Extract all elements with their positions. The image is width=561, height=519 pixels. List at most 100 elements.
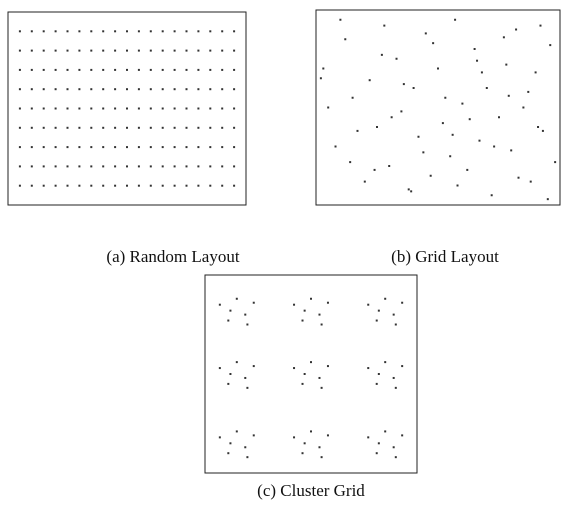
point bbox=[149, 88, 152, 91]
point bbox=[42, 165, 45, 168]
point bbox=[209, 49, 212, 52]
point bbox=[54, 184, 57, 187]
point bbox=[54, 107, 57, 110]
point bbox=[384, 430, 387, 433]
point bbox=[327, 106, 330, 109]
point bbox=[394, 386, 397, 389]
point bbox=[114, 107, 117, 110]
point bbox=[54, 126, 57, 129]
point bbox=[244, 446, 247, 449]
plot-frame bbox=[315, 9, 561, 206]
point bbox=[149, 49, 152, 52]
point bbox=[149, 30, 152, 33]
point bbox=[310, 297, 312, 300]
point bbox=[42, 68, 45, 71]
point bbox=[78, 107, 81, 110]
point bbox=[42, 49, 45, 52]
point bbox=[252, 365, 255, 368]
point bbox=[235, 297, 238, 300]
point bbox=[424, 32, 427, 35]
point bbox=[395, 57, 398, 60]
point bbox=[368, 79, 371, 82]
point bbox=[66, 107, 69, 110]
point bbox=[377, 373, 380, 375]
point bbox=[54, 146, 57, 149]
point bbox=[293, 367, 296, 370]
point bbox=[244, 313, 247, 316]
point bbox=[320, 323, 323, 326]
point bbox=[161, 68, 164, 71]
point bbox=[293, 436, 296, 439]
point bbox=[149, 184, 152, 187]
point bbox=[392, 446, 395, 449]
point bbox=[126, 68, 128, 71]
point bbox=[209, 146, 212, 149]
point bbox=[197, 68, 200, 71]
point bbox=[502, 36, 505, 39]
point bbox=[303, 309, 306, 312]
point bbox=[66, 49, 69, 52]
point bbox=[114, 30, 117, 33]
point bbox=[375, 452, 378, 455]
point bbox=[126, 107, 128, 110]
point bbox=[66, 165, 69, 168]
point bbox=[507, 94, 510, 97]
point bbox=[318, 313, 321, 316]
point bbox=[66, 88, 69, 91]
point bbox=[539, 24, 542, 27]
point bbox=[233, 30, 236, 33]
point bbox=[30, 88, 33, 91]
point bbox=[90, 30, 93, 33]
point bbox=[114, 146, 117, 149]
point bbox=[451, 133, 454, 136]
point bbox=[114, 165, 117, 168]
point bbox=[54, 49, 57, 52]
point bbox=[326, 434, 329, 437]
point bbox=[90, 184, 93, 187]
point bbox=[66, 68, 69, 71]
point bbox=[114, 126, 117, 129]
point bbox=[114, 68, 117, 71]
point bbox=[161, 184, 164, 187]
point bbox=[534, 71, 537, 74]
point bbox=[42, 126, 45, 129]
point bbox=[30, 126, 33, 129]
point bbox=[102, 88, 105, 91]
point bbox=[466, 168, 469, 171]
point bbox=[441, 122, 444, 125]
point bbox=[527, 90, 530, 93]
point bbox=[90, 165, 93, 168]
point bbox=[233, 146, 236, 149]
point bbox=[233, 68, 236, 71]
point bbox=[375, 319, 378, 322]
point bbox=[18, 30, 21, 33]
point bbox=[221, 88, 224, 91]
point bbox=[549, 44, 552, 47]
point bbox=[102, 146, 105, 149]
point bbox=[252, 301, 255, 304]
point bbox=[18, 165, 21, 168]
point bbox=[30, 30, 33, 33]
point bbox=[197, 30, 200, 33]
point bbox=[400, 110, 403, 113]
point bbox=[126, 126, 128, 129]
point bbox=[18, 146, 21, 149]
point bbox=[30, 184, 33, 187]
point bbox=[221, 184, 224, 187]
point bbox=[468, 118, 471, 121]
point bbox=[18, 88, 21, 91]
point bbox=[490, 194, 493, 197]
point bbox=[515, 28, 518, 31]
point bbox=[377, 442, 380, 445]
point bbox=[221, 68, 224, 71]
point bbox=[185, 184, 188, 187]
point bbox=[54, 165, 57, 168]
point bbox=[334, 145, 337, 148]
point bbox=[480, 71, 483, 74]
point bbox=[209, 30, 212, 33]
point bbox=[373, 168, 376, 171]
point bbox=[66, 126, 69, 129]
point bbox=[173, 30, 176, 33]
point bbox=[197, 88, 200, 91]
point bbox=[137, 184, 140, 187]
